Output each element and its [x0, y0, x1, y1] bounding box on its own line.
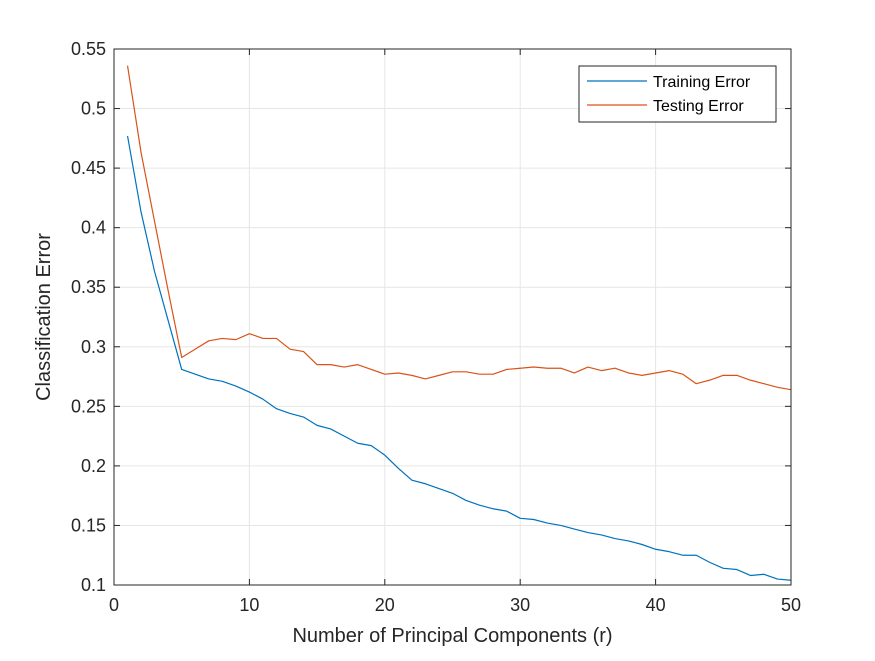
x-tick-label: 10 [239, 595, 259, 615]
x-axis-label: Number of Principal Components (r) [292, 625, 612, 647]
axis-ticks: 0 10 20 30 40 50 0.1 0.15 0.2 0.25 0.3 0.35 0.4 0.45 0… [71, 39, 801, 615]
x-tick-label: 50 [781, 595, 801, 615]
y-tick-label: 0.35 [71, 277, 106, 297]
axes-background [114, 49, 791, 585]
y-axis-label: Classification Error [33, 233, 55, 401]
legend: Training Error Testing Error [578, 65, 777, 123]
y-tick-label: 0.4 [81, 218, 106, 238]
legend-label: Training Error [653, 74, 751, 91]
y-tick-label: 0.3 [81, 337, 106, 357]
x-tick-label: 30 [510, 595, 530, 615]
axes-box [113, 48, 792, 586]
y-tick-label: 0.5 [81, 99, 106, 119]
series-line-training-error [126, 135, 792, 581]
y-tick-label: 0.1 [81, 575, 106, 595]
x-tick-label: 40 [646, 595, 666, 615]
y-tick-label: 0.55 [71, 39, 106, 59]
legend-box [578, 65, 777, 123]
data-series [126, 65, 792, 581]
series-line-testing-error [126, 65, 792, 391]
x-tick-label: 20 [375, 595, 395, 615]
x-tick-label: 0 [109, 595, 119, 615]
y-tick-label: 0.45 [71, 158, 106, 178]
y-tick-label: 0.15 [71, 515, 106, 535]
y-tick-label: 0.2 [81, 456, 106, 476]
legend-label: Testing Error [653, 98, 744, 115]
y-tick-label: 0.25 [71, 396, 106, 416]
